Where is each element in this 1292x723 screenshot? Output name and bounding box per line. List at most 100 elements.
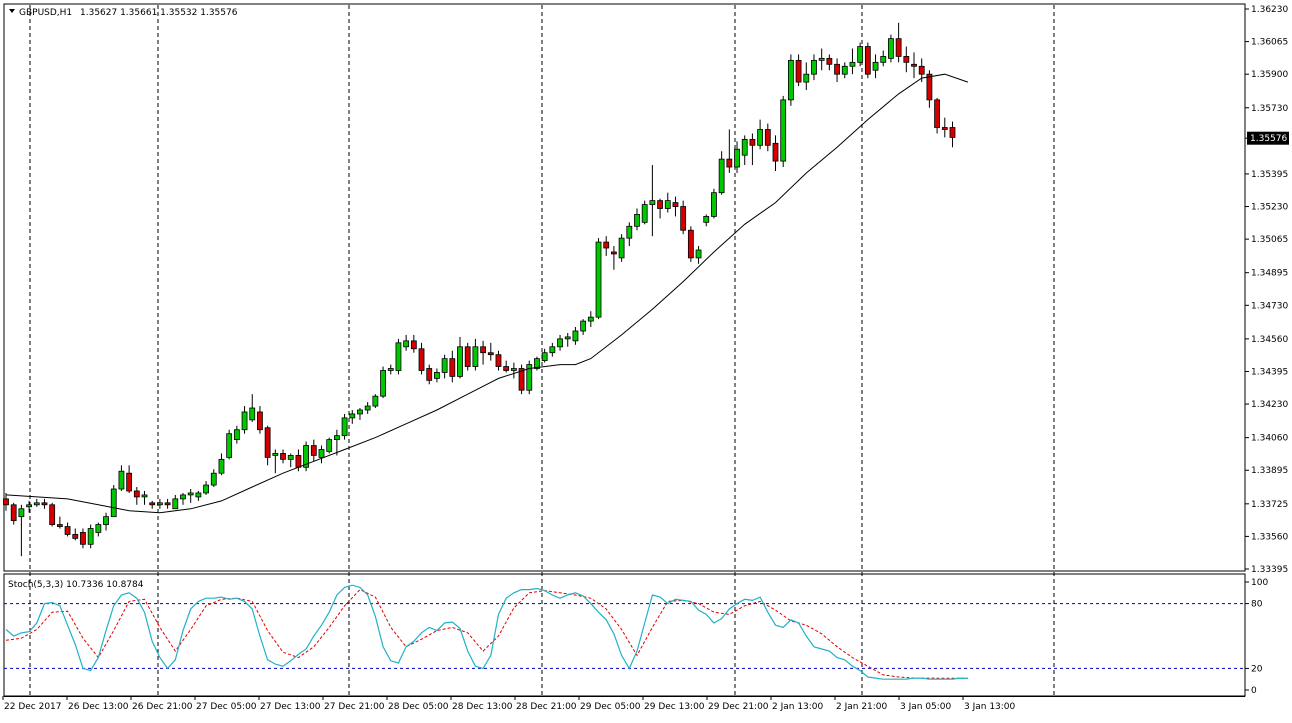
- candle-body: [156, 502, 163, 506]
- ohlc-readout: 1.35627 1.35661 1.35532 1.35576: [80, 8, 238, 18]
- candle-body: [80, 532, 86, 545]
- candle-body: [226, 433, 233, 458]
- candle-body: [149, 502, 156, 506]
- candle-body: [857, 46, 864, 63]
- chart-menu-triangle-icon[interactable]: [9, 9, 15, 13]
- candle-body: [911, 63, 917, 67]
- candle-body: [164, 502, 171, 506]
- candle-body: [618, 237, 625, 259]
- time-tick-label: 29 Dec 13:00: [644, 702, 705, 712]
- candle-body: [772, 142, 779, 162]
- candle-body: [349, 413, 356, 419]
- candle-body: [834, 63, 840, 75]
- candle-body: [357, 409, 363, 415]
- stoch-d-line: [5, 588, 968, 679]
- candle-body: [764, 129, 771, 146]
- time-axis: 22 Dec 2017 26 Dec 13:00 26 Dec 21:00 27 De…: [2, 696, 1016, 712]
- candle-body: [64, 526, 71, 535]
- price-tick-label: 1.33895: [1251, 466, 1288, 476]
- stoch-level-lines: [4, 603, 1245, 669]
- candle-body: [664, 200, 671, 209]
- time-tick-label: 22 Dec 2017: [4, 702, 62, 712]
- candles-group: [3, 22, 956, 557]
- main-plot-frame: [3, 3, 1246, 572]
- candle-body: [3, 498, 9, 506]
- candle-body: [233, 429, 240, 441]
- candle-body: [472, 346, 479, 367]
- candle-body: [434, 372, 440, 379]
- stochastic-lines-group: [5, 584, 968, 680]
- stoch-tick-label: 80: [1251, 600, 1263, 610]
- candle-body: [287, 455, 294, 460]
- price-tick-label: 1.34895: [1251, 269, 1288, 279]
- candle-body: [657, 200, 663, 209]
- candle-body: [703, 216, 710, 223]
- candle-body: [341, 417, 348, 437]
- candle-body: [480, 346, 486, 354]
- moving-average-group: [5, 73, 969, 514]
- symbol-label: GBPUSD,H1: [19, 8, 72, 18]
- candle-body: [403, 340, 410, 348]
- candle-body: [595, 241, 602, 318]
- candle-body: [487, 352, 494, 356]
- candle-body: [318, 449, 325, 458]
- candle-body: [41, 502, 48, 506]
- candle-body: [364, 405, 371, 411]
- candle-body: [888, 38, 894, 59]
- moving-average-line: [5, 73, 969, 514]
- candle-body: [711, 192, 717, 217]
- candle-body: [218, 458, 225, 474]
- time-tick-label: 27 Dec 05:00: [196, 702, 257, 712]
- time-tick-label: 2 Jan 21:00: [836, 702, 888, 712]
- candle-body: [934, 99, 940, 128]
- candle-body: [903, 56, 910, 63]
- time-tick-label: 3 Jan 13:00: [964, 702, 1016, 712]
- candle-body: [126, 472, 133, 492]
- candle-body: [249, 407, 256, 421]
- candle-body: [811, 59, 817, 75]
- candle-body: [803, 73, 810, 83]
- candle-body: [757, 129, 764, 146]
- candle-body: [680, 206, 687, 231]
- candle-body: [495, 354, 502, 367]
- candle-body: [303, 445, 310, 468]
- candle-body: [611, 251, 617, 255]
- candle-body: [195, 492, 202, 498]
- candle-body: [918, 65, 925, 75]
- candle-body: [672, 202, 679, 207]
- candle-body: [257, 411, 263, 431]
- candle-body: [780, 99, 787, 162]
- time-tick-label: 26 Dec 21:00: [132, 702, 193, 712]
- time-tick-label: 3 Jan 05:00: [900, 702, 952, 712]
- price-tick-label: 1.34560: [1251, 335, 1288, 345]
- candle-body: [926, 73, 933, 101]
- candle-body: [587, 316, 594, 322]
- candle-body: [695, 249, 702, 259]
- candle-body: [687, 229, 694, 259]
- time-tick-label: 27 Dec 13:00: [260, 702, 321, 712]
- candle-body: [626, 225, 633, 239]
- candle-body: [510, 368, 517, 371]
- candle-body: [10, 504, 17, 522]
- stoch-tick-label: 20: [1251, 664, 1263, 674]
- candle-body: [110, 488, 117, 518]
- price-tick-label: 1.34230: [1251, 400, 1288, 410]
- candle-body: [787, 59, 794, 101]
- candle-body: [634, 214, 640, 227]
- candle-body: [526, 364, 533, 391]
- time-tick-label: 29 Dec 21:00: [708, 702, 769, 712]
- candle-body: [503, 366, 510, 371]
- candle-body: [580, 320, 587, 332]
- candle-body: [387, 368, 394, 371]
- candle-body: [603, 241, 610, 249]
- price-tick-label: 1.36230: [1251, 5, 1288, 15]
- candle-body: [549, 346, 556, 354]
- price-tick-label: 1.35395: [1251, 170, 1288, 180]
- candle-body: [949, 127, 956, 138]
- time-tick-label: 2 Jan 13:00: [772, 702, 824, 712]
- candle-body: [849, 61, 856, 67]
- price-tick-label: 1.34060: [1251, 434, 1288, 444]
- candle-body: [333, 435, 340, 441]
- candle-body: [380, 370, 386, 397]
